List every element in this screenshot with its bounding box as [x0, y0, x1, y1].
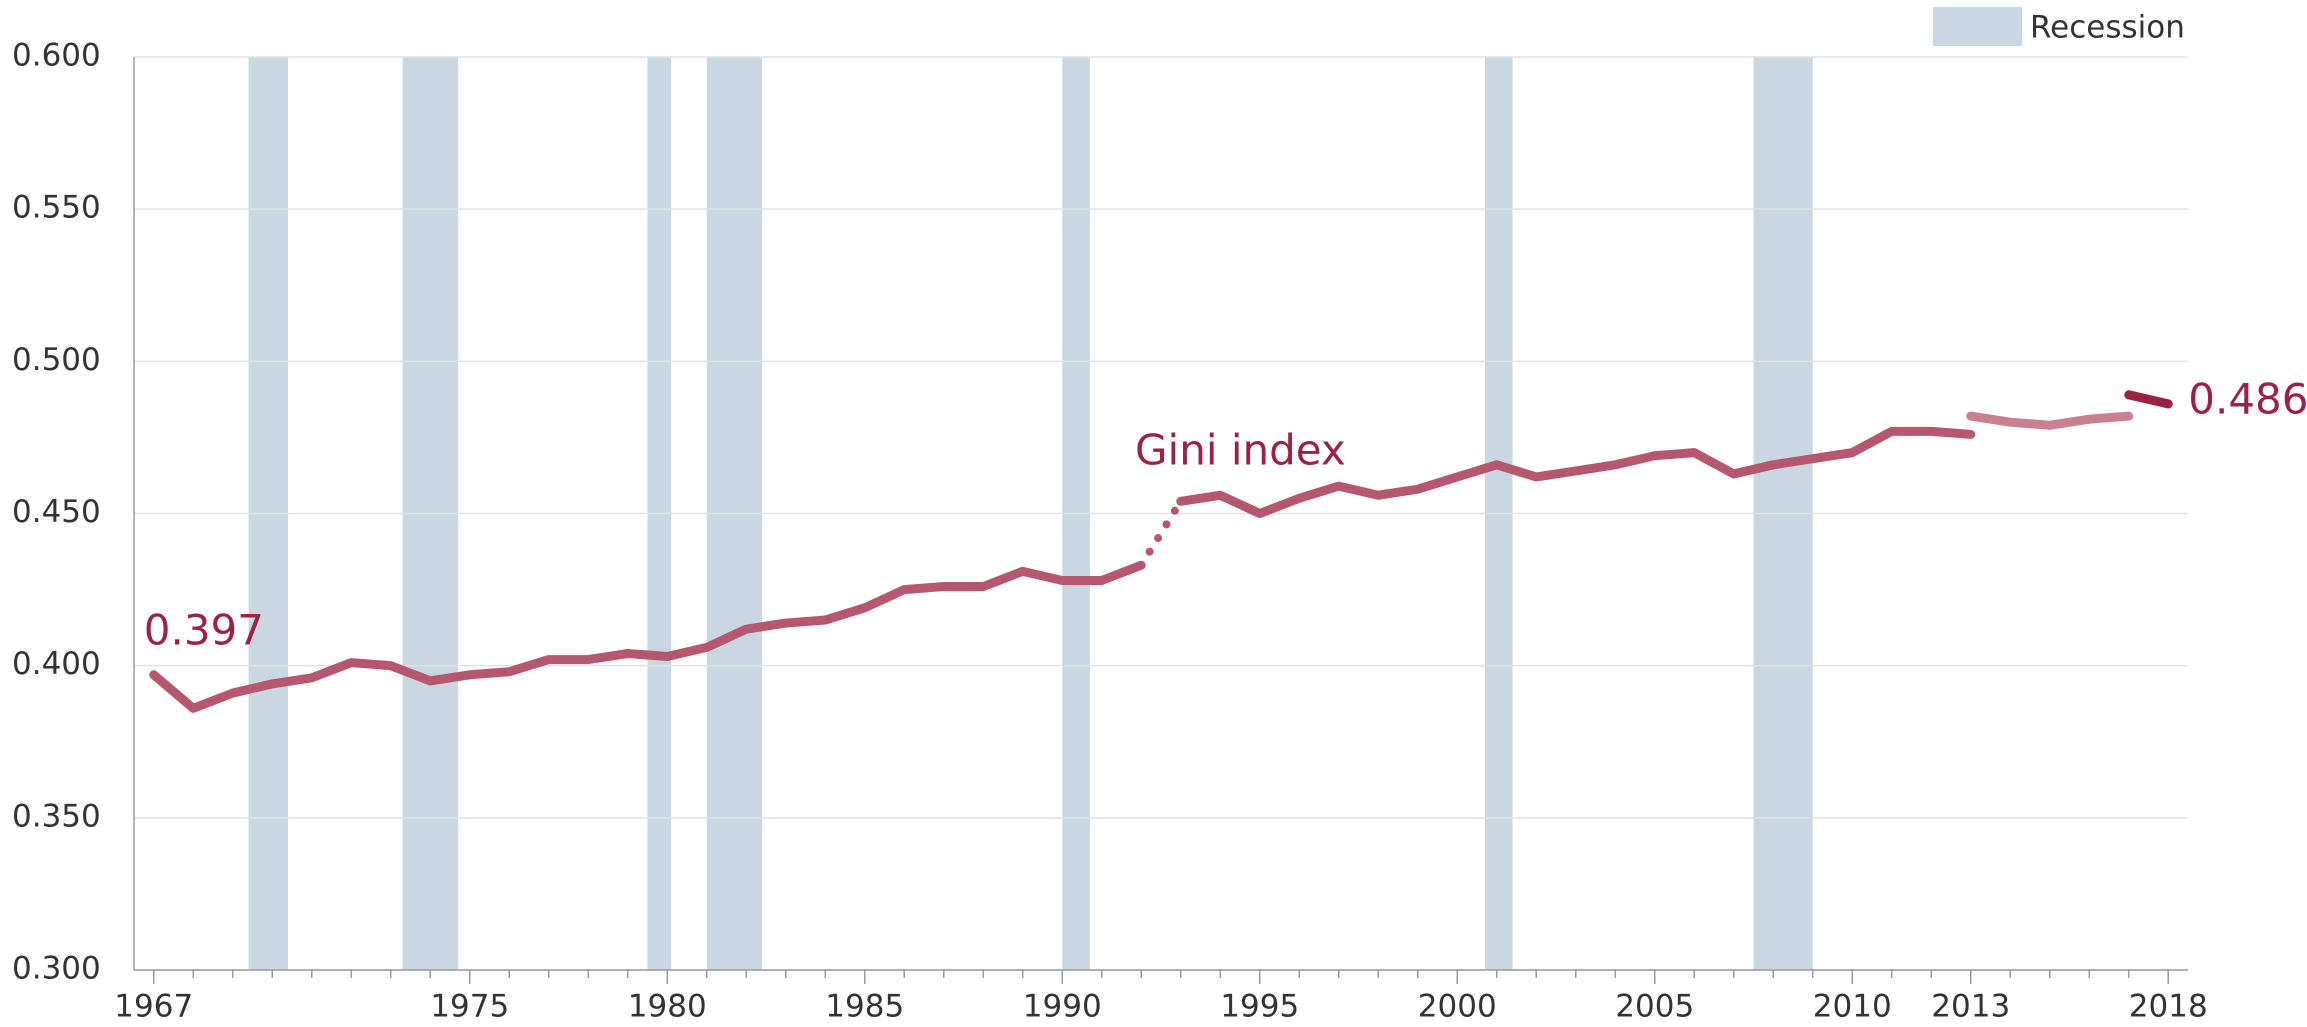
x-tick-label: 2010 [1813, 989, 1892, 1025]
x-tick-label: 1990 [1023, 989, 1102, 1025]
y-tick-label: 0.350 [12, 798, 101, 834]
x-tick-label: 1967 [114, 989, 193, 1025]
x-tick-label: 1985 [825, 989, 904, 1025]
y-tick-label: 0.600 [12, 38, 101, 74]
x-tick-label: 2005 [1615, 989, 1694, 1025]
legend-swatch [1933, 7, 2022, 46]
x-tick-label: 2000 [1418, 989, 1497, 1025]
y-tick-label: 0.550 [12, 190, 101, 226]
legend-label: Recession [2030, 10, 2185, 46]
x-tick-label: 2018 [2129, 989, 2208, 1025]
gini-line [2124, 390, 2173, 409]
x-tick-label: 1980 [628, 989, 707, 1025]
gini-line [1176, 426, 1976, 518]
x-tick-label: 2013 [1931, 989, 2010, 1025]
series-annotation: Gini index [1135, 426, 1346, 475]
end-value-label: 0.486 [2188, 374, 2307, 423]
x-tick-label: 1995 [1220, 989, 1299, 1025]
gini-line [149, 560, 1146, 713]
gini-line [1966, 411, 2134, 430]
gini-line [1137, 497, 1185, 570]
x-tick-label: 1975 [430, 989, 509, 1025]
plot: 0.300 0.350 0.400 0.450 0.500 0.550 0.600 1967 1… [12, 7, 2307, 1025]
start-value-label: 0.397 [144, 605, 264, 654]
y-tick-label: 0.500 [12, 342, 101, 378]
y-tick-label: 0.400 [12, 646, 101, 682]
y-tick-label: 0.450 [12, 494, 101, 530]
y-tick-label: 0.300 [12, 951, 101, 987]
